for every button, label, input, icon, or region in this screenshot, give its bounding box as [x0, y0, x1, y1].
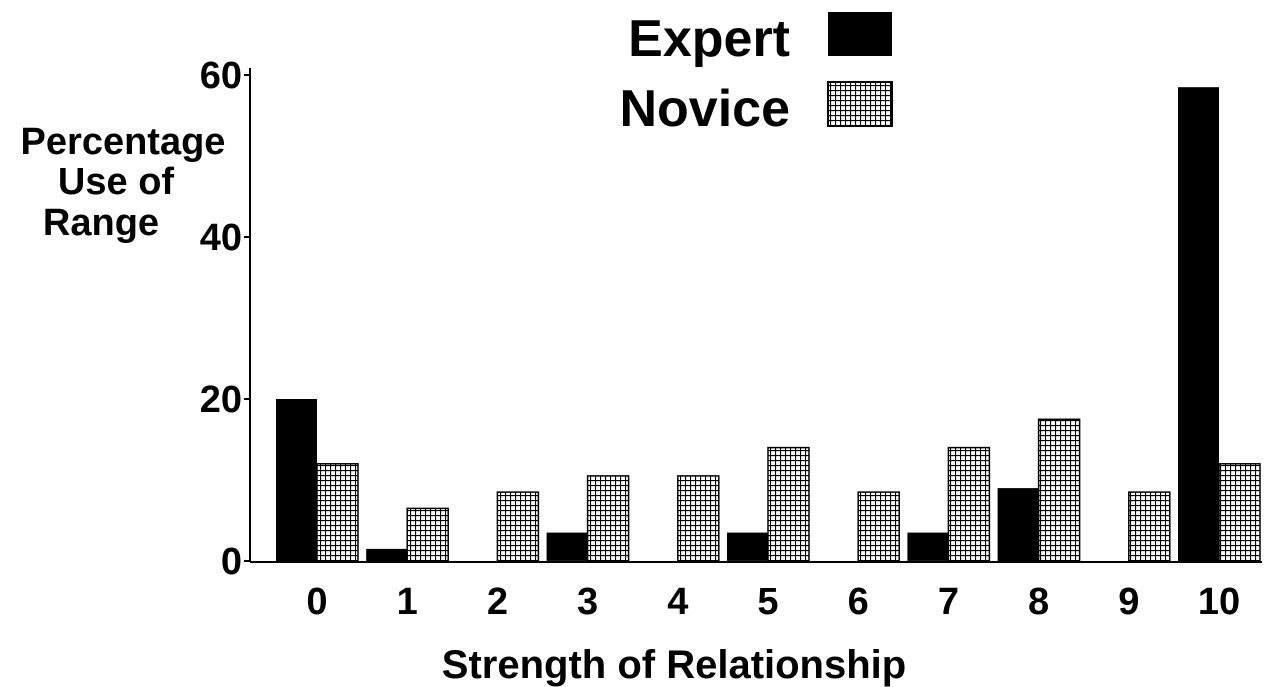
- x-tick-label-9: 9: [1118, 581, 1139, 623]
- bar-novice-0: [316, 463, 359, 562]
- bar-novice-8: [1037, 418, 1081, 562]
- bar-expert-0: [276, 399, 317, 561]
- y-tick-label-40: 40: [200, 217, 242, 259]
- legend-label-novice: Novice: [619, 80, 790, 138]
- x-tick-label-1: 1: [397, 581, 418, 623]
- y-tick-label-20: 20: [200, 379, 242, 421]
- bars-group: [276, 87, 1261, 562]
- bar-novice-3: [586, 475, 630, 562]
- bar-novice-10: [1218, 463, 1261, 562]
- x-tick-label-0: 0: [306, 581, 327, 623]
- bar-novice-9: [1128, 491, 1171, 562]
- legend-swatch-novice: [827, 81, 893, 127]
- bar-novice-2: [496, 491, 540, 562]
- x-tick-label-10: 10: [1198, 581, 1240, 623]
- x-tick-label-6: 6: [848, 581, 869, 623]
- bar-novice-5: [767, 446, 810, 562]
- legend: Expert Novice: [619, 10, 893, 138]
- bar-novice-4: [677, 475, 720, 562]
- bar-expert-7: [907, 532, 949, 561]
- x-ticks-group: 0 1 2 3 4 5 6 7 8 9 10: [306, 581, 1240, 623]
- y-axis-label-line-3: Range: [43, 202, 159, 244]
- bar-novice-6: [857, 491, 900, 562]
- x-tick-label-4: 4: [667, 581, 688, 623]
- bar-expert-5: [727, 532, 768, 561]
- x-tick-label-7: 7: [938, 581, 959, 623]
- x-tick-label-5: 5: [757, 581, 778, 623]
- y-ticks-group: 0 20 40 60: [200, 55, 250, 583]
- x-tick-label-3: 3: [577, 581, 598, 623]
- y-tick-label-0: 0: [221, 541, 242, 583]
- x-tick-label-8: 8: [1028, 581, 1049, 623]
- bar-expert-10: [1178, 87, 1219, 561]
- y-axis-label-line-2: Use of: [58, 161, 174, 203]
- bar-expert-8: [997, 488, 1039, 561]
- legend-label-expert: Expert: [628, 10, 790, 68]
- bar-novice-7: [947, 446, 991, 562]
- bar-expert-1: [366, 548, 408, 561]
- x-axis-label: Strength of Relationship: [442, 643, 906, 687]
- legend-swatch-expert: [828, 12, 892, 56]
- y-axis-label-line-1: Percentage: [21, 121, 226, 163]
- bar-expert-3: [546, 532, 588, 561]
- x-tick-label-2: 2: [487, 581, 508, 623]
- y-tick-label-60: 60: [200, 55, 242, 97]
- bar-novice-1: [406, 507, 449, 562]
